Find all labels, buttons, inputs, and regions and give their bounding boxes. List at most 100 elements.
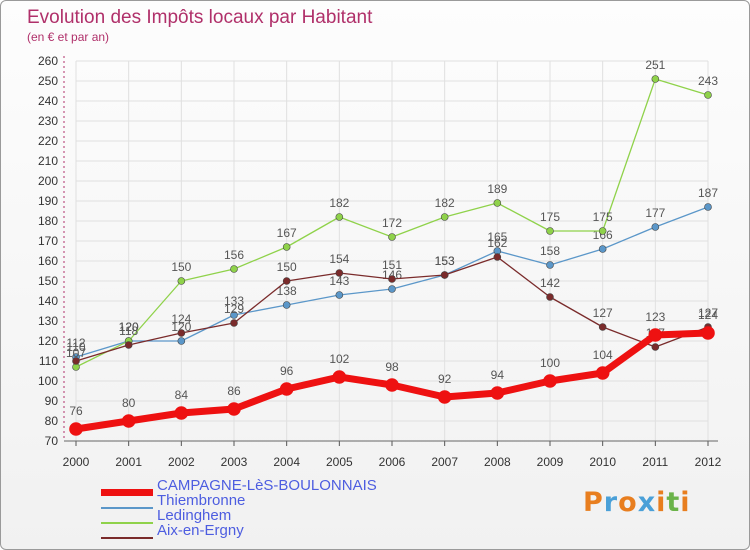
data-point <box>335 213 344 221</box>
y-tick-label: 80 <box>45 414 59 428</box>
legend-swatch <box>101 507 153 509</box>
data-label: 104 <box>593 348 613 362</box>
data-point <box>335 269 344 277</box>
x-tick-label: 2005 <box>326 455 353 469</box>
data-label: 187 <box>698 186 718 200</box>
data-point <box>227 402 241 416</box>
data-point <box>230 265 238 273</box>
data-label: 120 <box>171 320 191 334</box>
data-label: 156 <box>224 248 244 262</box>
data-label: 133 <box>224 294 244 308</box>
data-point <box>648 328 663 342</box>
data-label: 129 <box>224 302 244 316</box>
logo-letter: x <box>637 487 657 518</box>
data-point <box>388 275 396 283</box>
data-label: 175 <box>540 210 560 224</box>
y-tick-label: 260 <box>38 54 58 68</box>
data-label: 138 <box>277 284 297 298</box>
data-point <box>335 291 344 299</box>
data-label: 118 <box>119 324 138 338</box>
data-label: 165 <box>487 230 507 244</box>
x-tick-label: 2003 <box>221 455 248 469</box>
x-tick-label: 2001 <box>115 455 142 469</box>
data-label: 76 <box>69 404 83 418</box>
data-label: 107 <box>66 346 86 360</box>
x-tick-label: 2004 <box>273 455 300 469</box>
data-point <box>704 203 712 211</box>
data-point <box>490 386 505 400</box>
data-point <box>177 337 186 345</box>
data-label: 143 <box>329 274 349 288</box>
logo-letter: t <box>666 487 681 518</box>
data-label: 120 <box>119 320 139 334</box>
data-label: 251 <box>645 58 665 72</box>
legend-swatch <box>101 537 153 539</box>
y-tick-label: 240 <box>38 94 58 108</box>
data-point <box>388 285 396 293</box>
data-label: 112 <box>66 336 85 350</box>
legend-label: Thiembronne <box>157 492 246 509</box>
data-point <box>704 91 712 99</box>
y-tick-label: 230 <box>38 114 58 128</box>
data-point <box>282 301 291 309</box>
data-point <box>651 343 660 351</box>
data-label: 150 <box>277 260 297 274</box>
data-point <box>174 406 189 420</box>
data-label: 154 <box>329 252 349 266</box>
data-label: 162 <box>487 236 507 250</box>
data-point <box>598 245 607 253</box>
data-point <box>282 277 291 285</box>
data-point <box>230 311 238 319</box>
data-label: 110 <box>66 340 85 354</box>
y-tick-label: 210 <box>38 154 58 168</box>
x-tick-label: 2006 <box>379 455 406 469</box>
data-point <box>437 390 452 404</box>
data-point <box>546 261 554 269</box>
y-tick-label: 180 <box>38 214 58 228</box>
logo-letter: i <box>656 487 667 518</box>
data-point <box>440 271 449 279</box>
data-label: 120 <box>119 320 139 334</box>
data-label: 153 <box>435 254 455 268</box>
y-tick-label: 150 <box>38 274 58 288</box>
data-point <box>701 326 715 340</box>
data-label: 150 <box>171 260 191 274</box>
data-point <box>121 414 136 428</box>
data-label: 98 <box>385 360 399 374</box>
data-point <box>72 357 80 365</box>
data-label: 100 <box>540 356 560 370</box>
data-label: 127 <box>593 306 613 320</box>
y-tick-label: 120 <box>38 334 58 348</box>
data-label: 175 <box>593 210 613 224</box>
data-label: 80 <box>122 396 136 410</box>
x-tick-label: 2012 <box>695 455 722 469</box>
data-point <box>651 75 660 83</box>
legend-label: Ledinghem <box>157 507 232 524</box>
data-label: 167 <box>277 226 297 240</box>
y-tick-label: 170 <box>38 234 58 248</box>
y-tick-label: 200 <box>38 174 58 188</box>
data-point <box>598 323 607 331</box>
logo-letter: i <box>680 487 691 518</box>
y-tick-label: 110 <box>39 354 58 368</box>
data-point <box>332 370 347 384</box>
data-point <box>177 329 186 337</box>
data-label: 182 <box>435 196 455 210</box>
data-point <box>177 277 186 285</box>
x-tick-label: 2007 <box>431 455 458 469</box>
data-point <box>546 227 554 235</box>
data-label: 182 <box>329 196 349 210</box>
data-label: 96 <box>280 364 294 378</box>
data-label: 86 <box>227 384 241 398</box>
x-tick-label: 2010 <box>589 455 616 469</box>
data-label: 158 <box>540 244 560 258</box>
legend-swatch <box>101 522 153 524</box>
data-label: 84 <box>175 388 189 402</box>
proxiti-logo: Proxiti <box>583 487 691 518</box>
chart-subtitle: (en € et par an) <box>27 30 110 44</box>
data-label: 124 <box>698 308 718 322</box>
data-point <box>69 422 83 436</box>
y-tick-label: 190 <box>38 194 58 208</box>
y-tick-label: 90 <box>45 394 59 408</box>
